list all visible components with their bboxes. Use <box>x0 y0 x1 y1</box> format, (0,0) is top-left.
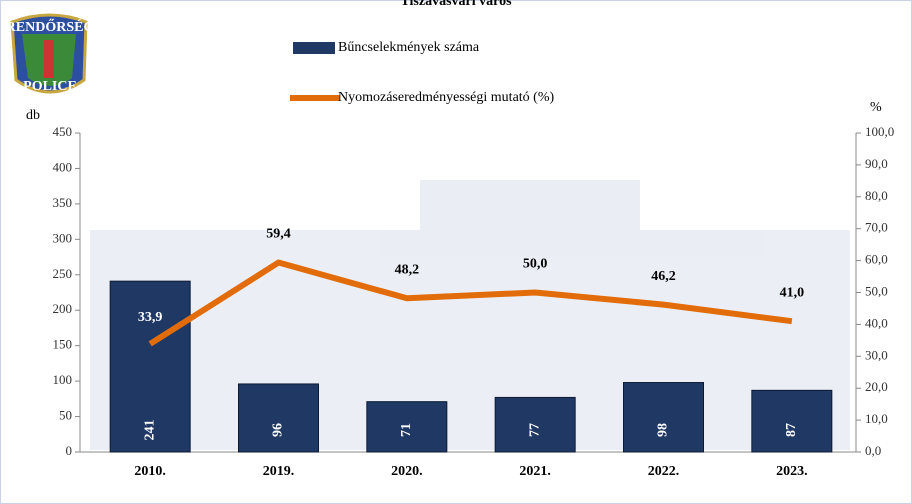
y-tick-label: 50 <box>59 408 72 423</box>
line-value-label: 50,0 <box>523 257 548 272</box>
legend-label: Bűncselekmények száma <box>338 40 480 55</box>
y-tick-label: 450 <box>53 124 73 139</box>
bar-value-label: 77 <box>527 423 542 437</box>
line-value-label: 46,2 <box>651 269 676 284</box>
logo-bottom-text: POLICE <box>23 79 77 94</box>
legend-label: Nyomozáseredményességi mutató (%) <box>338 90 554 105</box>
y-tick-label: 350 <box>53 195 73 210</box>
y-axis-label: db <box>26 108 40 123</box>
y2-axis-label: % <box>870 100 882 115</box>
x-tick-label: 2020. <box>391 464 423 479</box>
bar <box>239 384 319 452</box>
bar-value-label: 98 <box>656 423 671 437</box>
y2-tick-label: 50,0 <box>865 283 888 298</box>
line-value-label: 59,4 <box>266 227 291 242</box>
logo: RENDŐRSÉG POLICE <box>6 15 95 94</box>
x-tick-label: 2021. <box>519 464 551 479</box>
y-tick-label: 250 <box>53 266 73 281</box>
y2-tick-label: 70,0 <box>865 220 888 235</box>
bar <box>752 390 832 452</box>
chart: Tiszavasvári város RENDŐRSÉG POLICE db %… <box>0 0 912 504</box>
y2-tick-label: 90,0 <box>865 156 888 171</box>
logo-top-text: RENDŐRSÉG <box>6 18 95 35</box>
y2-tick-label: 30,0 <box>865 347 888 362</box>
bar-value-label: 87 <box>784 423 799 437</box>
x-tick-label: 2023. <box>776 464 808 479</box>
y-tick-label: 300 <box>53 230 73 245</box>
y-tick-label: 100 <box>53 372 73 387</box>
chart-title: Tiszavasvári város <box>400 0 512 9</box>
x-tick-label: 2010. <box>134 464 166 479</box>
y2-tick-label: 60,0 <box>865 252 888 267</box>
line-value-label: 33,9 <box>138 310 163 325</box>
line-value-label: 41,0 <box>780 285 805 300</box>
bar-value-label: 71 <box>399 423 414 437</box>
y-tick-label: 150 <box>53 337 73 352</box>
line-value-label: 48,2 <box>395 262 420 277</box>
bar-value-label: 241 <box>142 420 157 441</box>
y2-tick-label: 20,0 <box>865 379 888 394</box>
y2-tick-label: 40,0 <box>865 315 888 330</box>
y2-tick-label: 0,0 <box>865 443 881 458</box>
y2-tick-label: 80,0 <box>865 188 888 203</box>
x-tick-label: 2019. <box>263 464 295 479</box>
bar-value-label: 96 <box>271 423 286 437</box>
y-tick-label: 200 <box>53 301 73 316</box>
y2-tick-label: 100,0 <box>865 124 894 139</box>
y-tick-label: 0 <box>66 443 73 458</box>
bar <box>624 383 704 452</box>
x-tick-label: 2022. <box>648 464 680 479</box>
y-tick-label: 400 <box>53 159 73 174</box>
y2-tick-label: 10,0 <box>865 411 888 426</box>
legend-swatch <box>293 42 335 54</box>
